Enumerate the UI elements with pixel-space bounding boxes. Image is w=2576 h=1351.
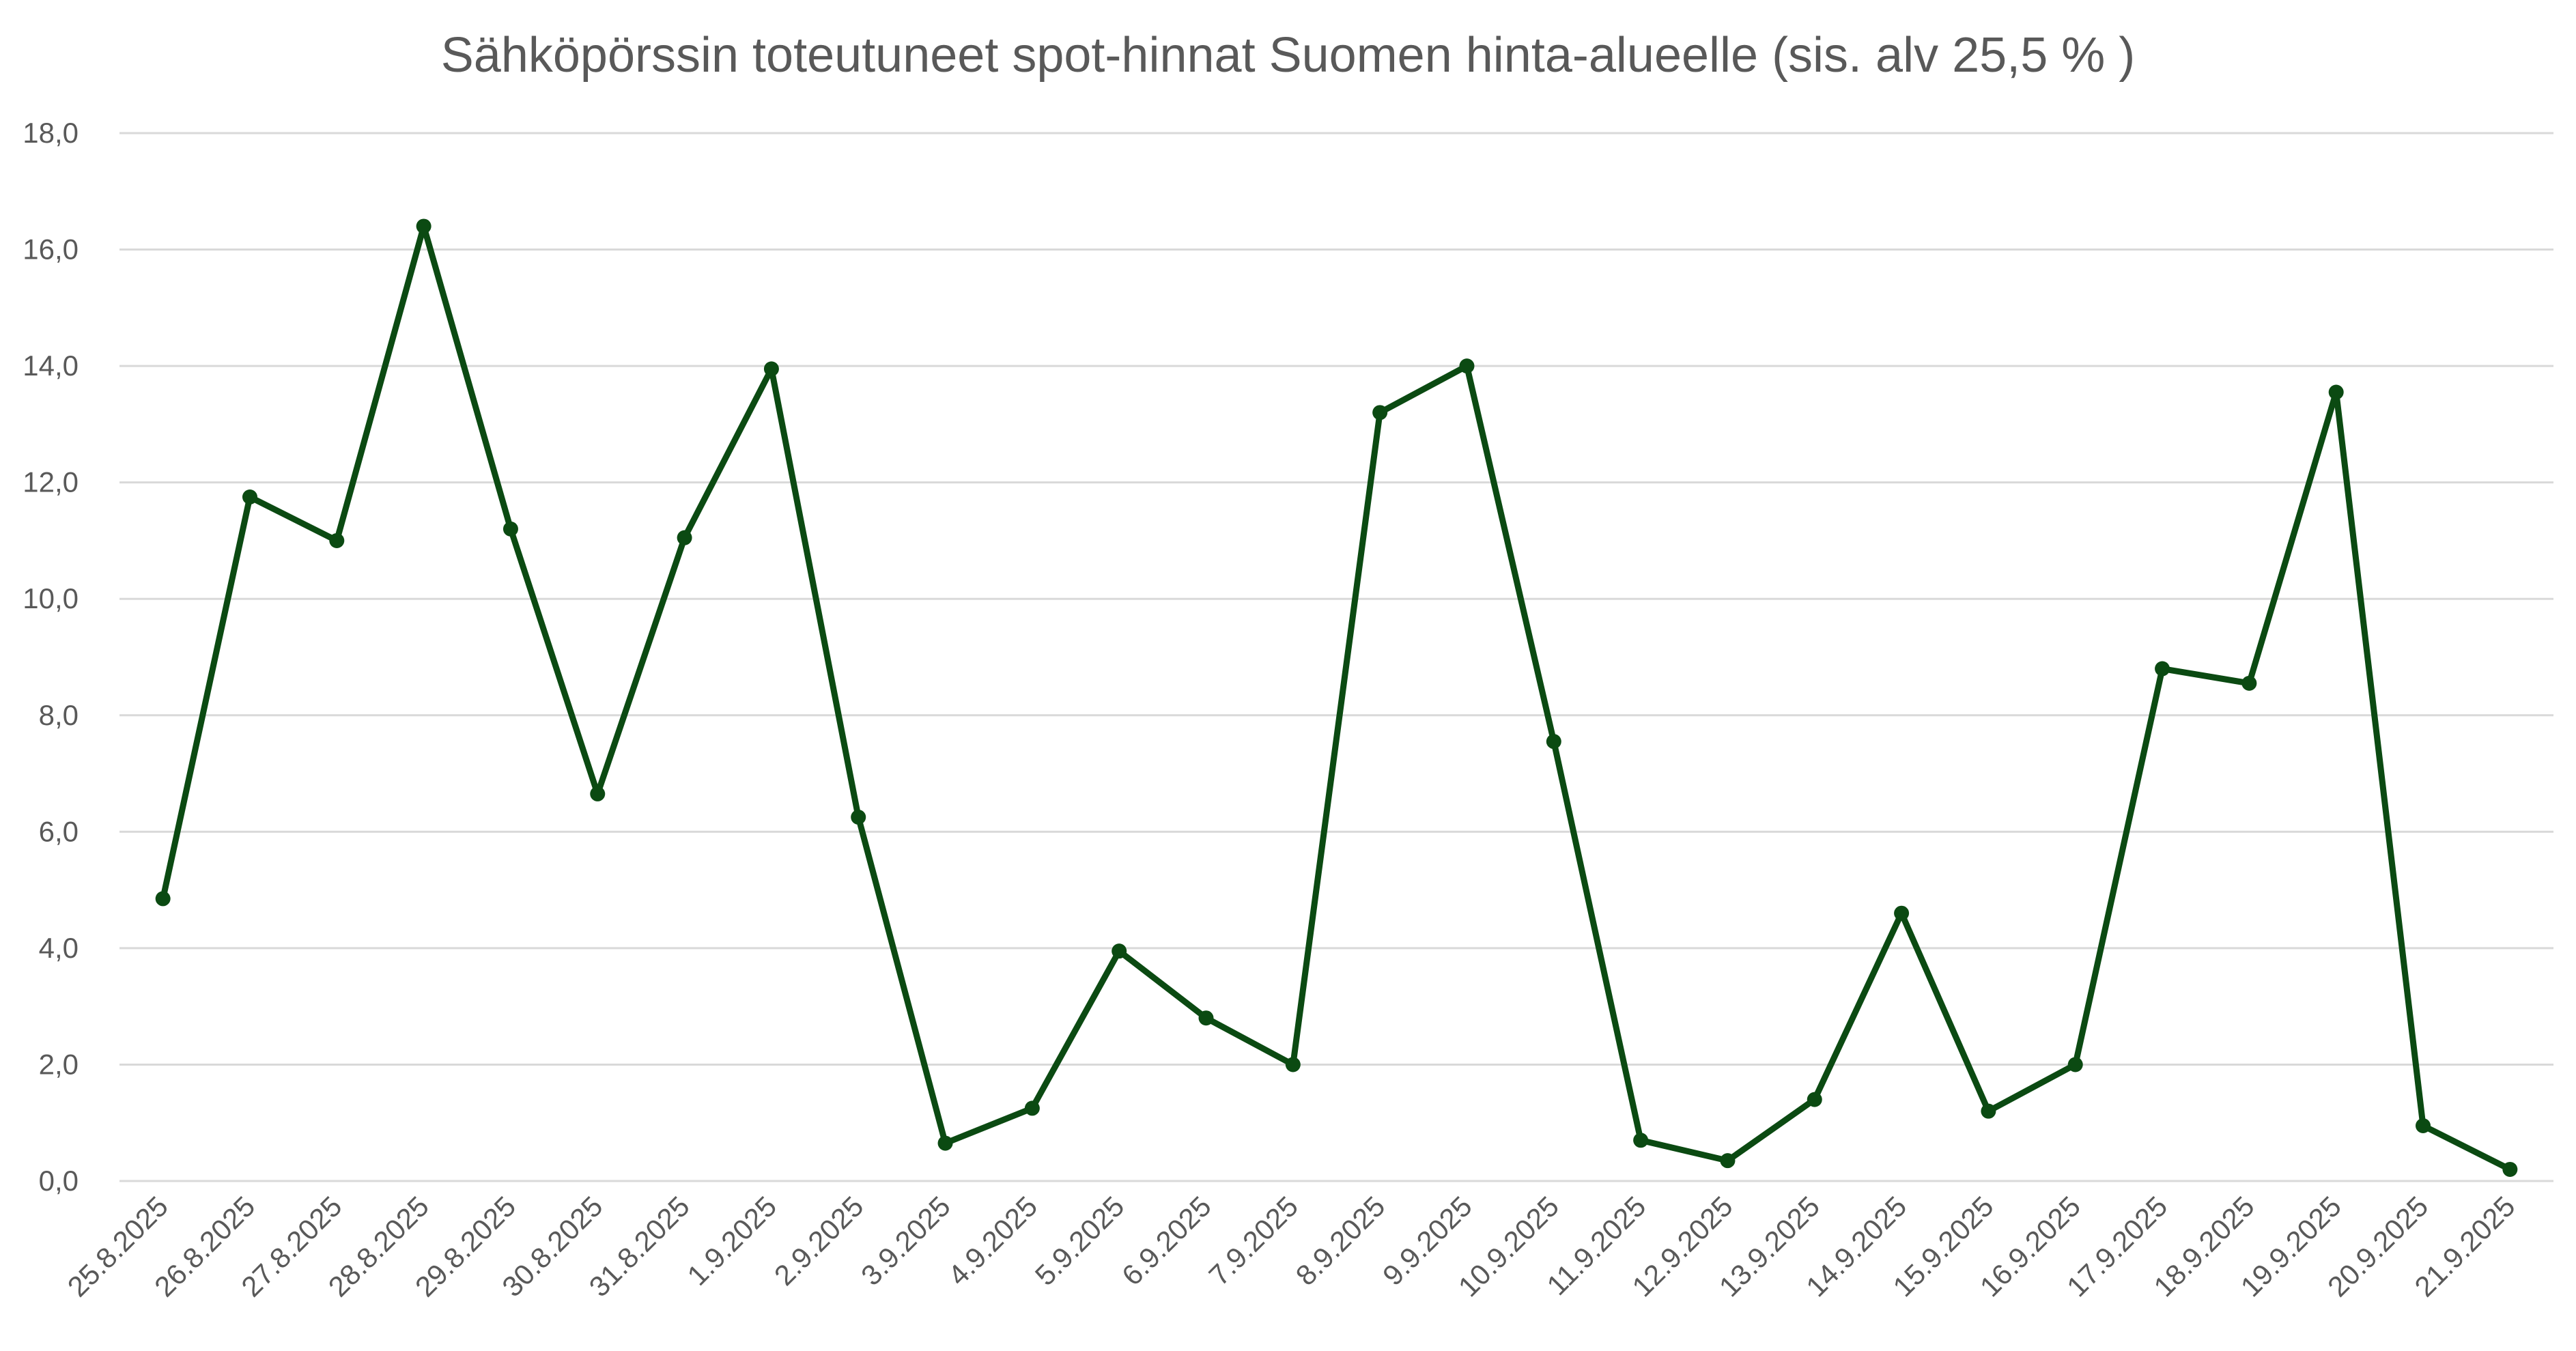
data-point: [1024, 1100, 1040, 1116]
data-point: [851, 810, 866, 825]
data-point: [1720, 1153, 1736, 1169]
data-point: [937, 1135, 953, 1151]
x-tick-label: 7.9.2025: [1202, 1190, 1304, 1292]
series-line: [160, 223, 2513, 1173]
data-point: [1981, 1103, 1996, 1119]
data-point: [155, 891, 171, 907]
data-point: [1459, 358, 1475, 374]
data-point: [2502, 1161, 2518, 1177]
data-point: [2328, 384, 2344, 400]
x-tick-label: 5.9.2025: [1029, 1190, 1131, 1292]
data-point: [329, 532, 345, 548]
x-tick-label: 6.9.2025: [1116, 1190, 1217, 1292]
x-tick-label: 8.9.2025: [1290, 1190, 1391, 1292]
data-point: [1633, 1133, 1649, 1148]
data-point: [1372, 405, 1388, 421]
data-point: [1546, 734, 1561, 750]
data-point: [1894, 905, 1910, 921]
y-tick-label: 18,0: [23, 117, 79, 149]
y-tick-label: 6,0: [39, 815, 79, 847]
y-tick-label: 4,0: [39, 932, 79, 964]
y-tick-label: 12,0: [23, 466, 79, 498]
x-tick-label: 4.9.2025: [942, 1190, 1043, 1292]
data-point: [2241, 675, 2257, 691]
data-point: [1198, 1010, 1214, 1026]
data-point: [416, 218, 431, 234]
y-tick-label: 0,0: [39, 1165, 79, 1197]
data-point: [1285, 1057, 1301, 1072]
x-tick-label: 1.9.2025: [681, 1190, 782, 1292]
data-point: [242, 489, 257, 504]
y-tick-label: 2,0: [39, 1048, 79, 1080]
data-point: [503, 521, 518, 537]
x-tick-label: 2.9.2025: [768, 1190, 870, 1292]
data-point: [763, 361, 779, 377]
x-tick-label: 3.9.2025: [855, 1190, 957, 1292]
data-point: [1112, 943, 1127, 959]
data-point: [590, 786, 606, 801]
data-point: [2155, 661, 2170, 677]
data-point: [677, 530, 692, 545]
data-point: [1807, 1092, 1822, 1107]
data-point: [2416, 1118, 2431, 1133]
chart-title: Sähköpörssin toteutuneet spot-hinnat Suo…: [440, 28, 2136, 83]
y-tick-label: 16,0: [23, 233, 79, 266]
y-tick-label: 14,0: [23, 350, 79, 382]
y-tick-label: 10,0: [23, 582, 79, 614]
y-tick-label: 8,0: [39, 699, 79, 731]
data-point: [2067, 1057, 2083, 1072]
